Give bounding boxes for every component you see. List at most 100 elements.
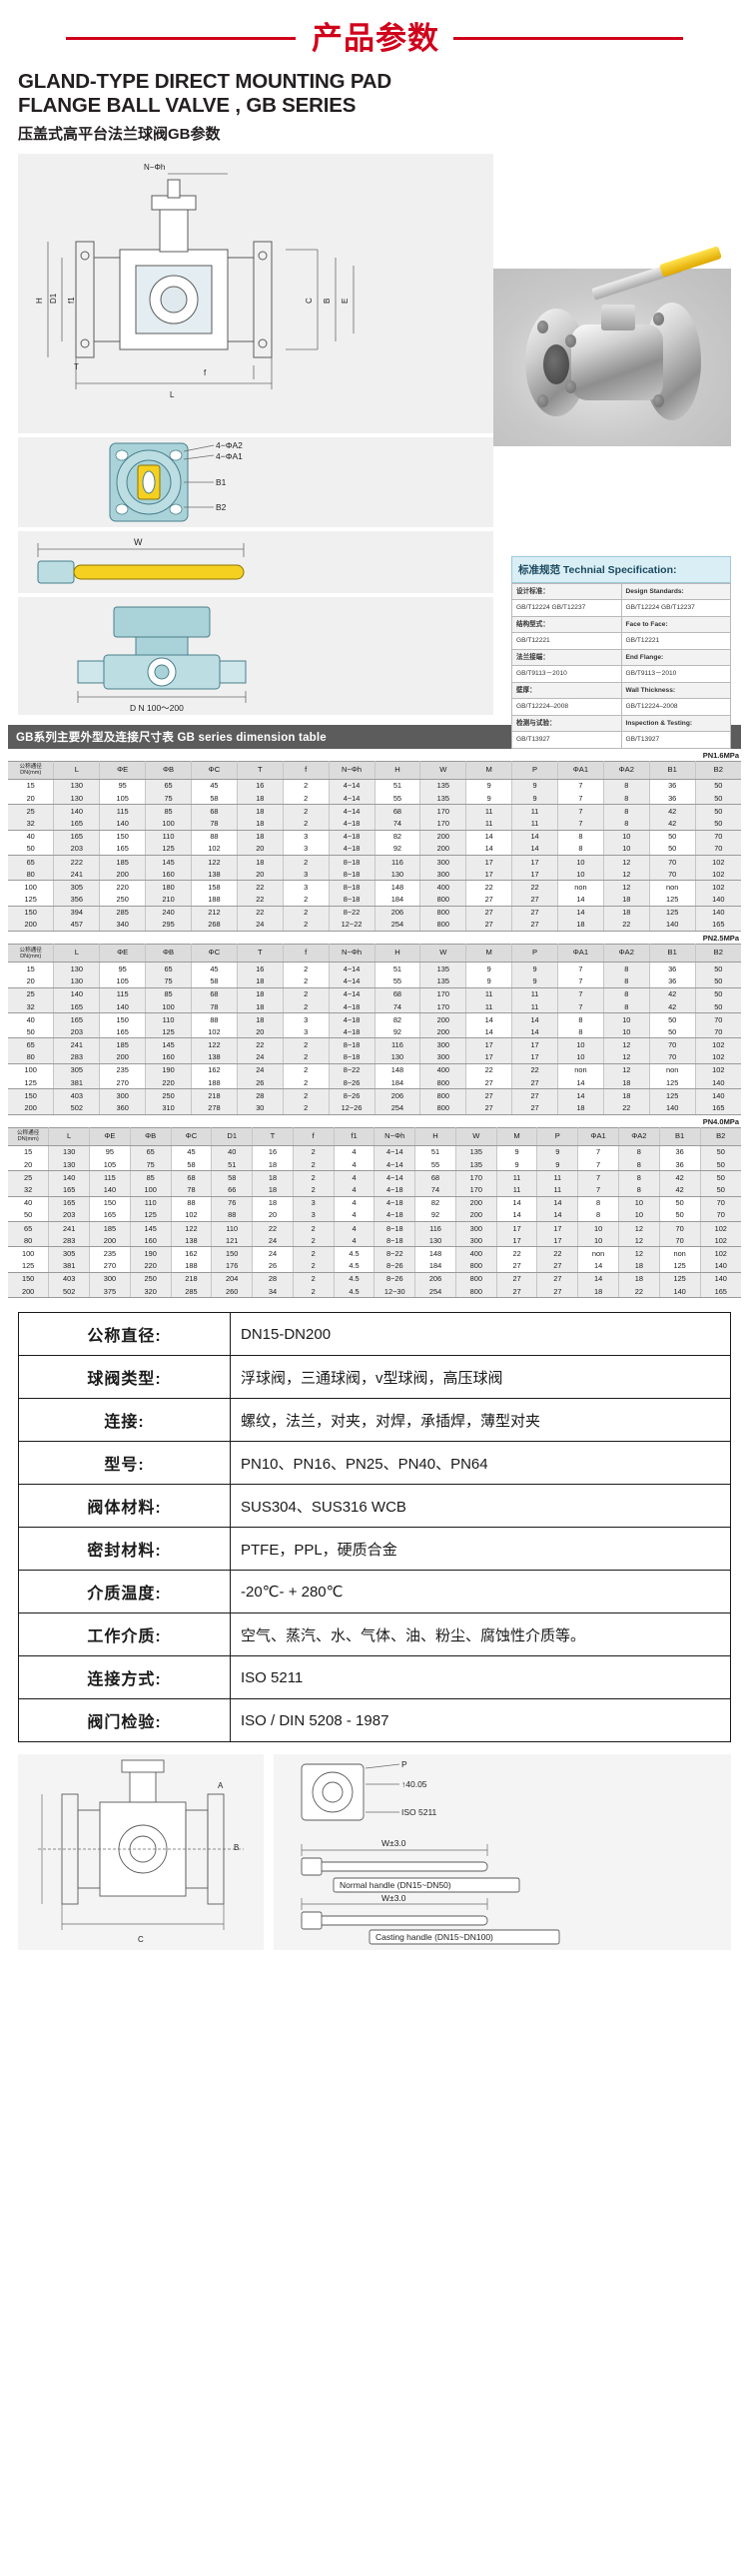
table-cell: 150 xyxy=(8,906,55,919)
table-cell: 185 xyxy=(99,855,147,869)
table-cell: 300 xyxy=(419,1050,467,1064)
table-cell: 28 xyxy=(236,1088,284,1102)
table-cell: 17 xyxy=(511,868,558,882)
table-cell: 18 xyxy=(236,974,284,988)
table-cell: 160 xyxy=(145,868,192,882)
table-cell: 206 xyxy=(414,1272,456,1285)
column-header: L xyxy=(48,1126,91,1146)
table-cell: 300 xyxy=(454,1234,497,1248)
table-cell: 18 xyxy=(602,893,650,907)
parameter-label: 公称直径: xyxy=(18,1312,231,1357)
table-row: 20 130 105 75 58 18 2 4−14 55 135 9 9 7 8 36 50 xyxy=(8,792,741,806)
table-cell: 58 xyxy=(191,792,238,806)
column-header: ΦB xyxy=(129,1126,172,1146)
column-header: B1 xyxy=(648,944,696,964)
table-cell: 80 xyxy=(8,1234,50,1248)
table-cell: 4−18 xyxy=(328,817,375,831)
table-cell: 135 xyxy=(419,974,467,988)
table-cell: 140 xyxy=(648,1101,696,1115)
table-cell: 7 xyxy=(557,817,604,831)
table-cell: 27 xyxy=(495,1284,538,1299)
table-cell: 2 xyxy=(282,1050,330,1064)
table-cell: 14 xyxy=(511,1025,558,1039)
table-cell: 165 xyxy=(694,918,741,933)
spec-row-key: GB/T12221 xyxy=(511,632,622,650)
spec-row-value: GB/T12224–2008 xyxy=(620,698,731,716)
table-cell: 162 xyxy=(191,1063,238,1077)
table-cell: 78 xyxy=(170,1183,213,1197)
table-row: 80 241 200 160 138 20 3 8−18 130 300 17 17 10 12 70 102 xyxy=(8,868,741,882)
table-cell: 22 xyxy=(536,1246,579,1260)
table-cell: 150 xyxy=(8,1272,50,1285)
table-cell: 2 xyxy=(282,1088,330,1102)
table-cell: 17 xyxy=(465,1050,513,1064)
column-header: H xyxy=(414,1126,456,1146)
table-cell: 65 xyxy=(8,1221,50,1235)
table-cell: 2 xyxy=(292,1183,335,1197)
spec-row-key: GB/T12224 GB/T12237 xyxy=(511,599,622,617)
photo-lever-grip xyxy=(658,245,722,278)
table-cell: 130 xyxy=(374,868,421,882)
table-row: 125 381 270 220 188 26 2 8−26 184 800 27 27 14 18 125 1… xyxy=(8,1076,741,1090)
table-cell: 8−22 xyxy=(328,1063,375,1077)
table-row: 20 130 105 75 58 18 2 4−14 55 135 9 9 7 8 36 50 xyxy=(8,974,741,988)
table-cell: 12 xyxy=(602,1037,650,1051)
table-cell: non xyxy=(557,880,604,894)
table-cell: 9 xyxy=(511,974,558,988)
table-cell: 88 xyxy=(191,830,238,843)
table-cell: 27 xyxy=(536,1272,579,1285)
table-cell: 283 xyxy=(48,1234,91,1248)
table-cell: 24 xyxy=(236,918,284,933)
table-cell: 2 xyxy=(282,987,330,1000)
table-cell: 24 xyxy=(252,1246,294,1260)
table-cell: 185 xyxy=(89,1221,131,1235)
table-cell: 800 xyxy=(419,1101,467,1115)
table-cell: 162 xyxy=(170,1246,213,1260)
table-cell: 18 xyxy=(602,1088,650,1102)
table-cell: non xyxy=(648,1063,696,1077)
table-cell: 24 xyxy=(236,1063,284,1077)
table-cell: 18 xyxy=(236,999,284,1014)
table-row: 15 130 95 65 45 16 2 4−14 51 135 9 9 7 8 36 50 xyxy=(8,779,741,792)
table-row: 200 502 360 310 278 30 2 12−26 254 800 27 27 18 22 140… xyxy=(8,1101,741,1115)
table-cell: 14 xyxy=(577,1259,619,1273)
table-cell: 34 xyxy=(252,1284,294,1299)
table-cell: 11 xyxy=(465,817,513,831)
table-cell: 55 xyxy=(414,1158,456,1172)
table-cell: 88 xyxy=(191,1012,238,1026)
table-cell: 15 xyxy=(8,1145,50,1159)
table-cell: 140 xyxy=(99,817,147,831)
photo-stem xyxy=(601,304,635,330)
table-cell: 9 xyxy=(495,1145,538,1159)
table-cell: 18 xyxy=(252,1183,294,1197)
svg-text:N−Φh: N−Φh xyxy=(144,163,165,172)
table-cell: 800 xyxy=(419,906,467,919)
table-cell: 250 xyxy=(99,893,147,907)
table-cell: 14 xyxy=(536,1196,579,1209)
table-cell: 27 xyxy=(465,918,513,933)
table-cell: 2 xyxy=(292,1145,335,1159)
table-row: 25 140 115 85 68 18 2 4−14 68 170 11 11 7 8 42 50 xyxy=(8,987,741,1000)
table-cell: 95 xyxy=(99,962,147,975)
parameter-table: 公称直径: DN15-DN200 球阀类型: 浮球阀，三通球阀，v型球阀，高压球阀 连接… xyxy=(18,1312,731,1743)
table-cell: 17 xyxy=(465,1037,513,1051)
table-cell: 17 xyxy=(495,1234,538,1248)
bottom-figure-block: A B C P xyxy=(0,1742,749,1951)
table-cell: 102 xyxy=(699,1234,741,1248)
table-cell: 4 xyxy=(333,1196,375,1209)
table-cell: 51 xyxy=(374,962,421,975)
table-cell: 18 xyxy=(617,1259,660,1273)
parameter-value: 空气、蒸汽、水、气体、油、粉尘、腐蚀性介质等。 xyxy=(230,1612,731,1657)
table-cell: 2 xyxy=(282,804,330,818)
table-cell: 32 xyxy=(8,1183,50,1197)
table-cell: 8−18 xyxy=(374,1234,416,1248)
table-cell: 8 xyxy=(617,1145,660,1159)
table-row: 100 305 235 190 162 24 2 8−22 148 400 22 22 non 12 non… xyxy=(8,1063,741,1077)
column-header: M xyxy=(495,1126,538,1146)
table-cell: 102 xyxy=(694,1063,741,1077)
table-cell: 27 xyxy=(465,893,513,907)
column-header: T xyxy=(236,760,284,780)
table-cell: 140 xyxy=(48,1170,91,1184)
column-header: ΦB xyxy=(145,944,192,964)
table-cell: 140 xyxy=(699,1259,741,1273)
